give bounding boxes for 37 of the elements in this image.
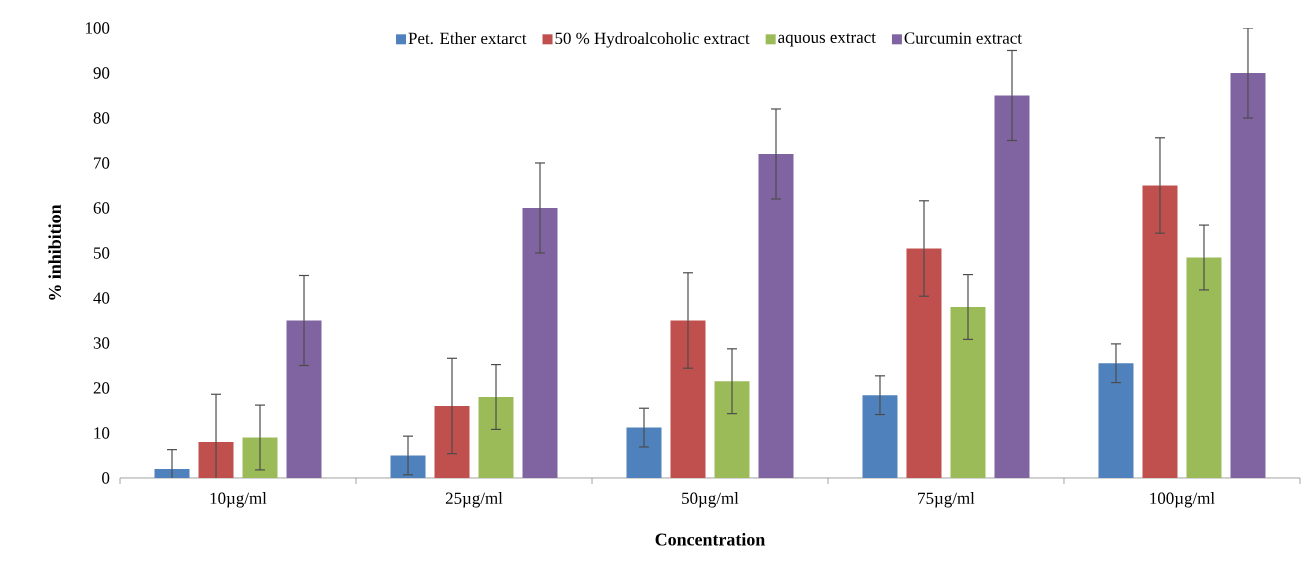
bar	[670, 320, 706, 478]
bar	[1142, 185, 1178, 478]
bar	[478, 396, 514, 478]
legend-label: 50 % Hydroalcoholic extract	[555, 32, 750, 48]
bar	[906, 248, 942, 478]
y-tick-label: 100	[86, 22, 110, 34]
y-tick-label: 50	[93, 247, 110, 259]
y-axis-title: % inhibition	[48, 204, 62, 300]
bar	[862, 395, 898, 478]
x-tick-label: 75µg/ml	[918, 492, 975, 508]
y-tick-label: 30	[93, 337, 110, 349]
y-tick-label: 0	[102, 472, 110, 484]
y-tick-label: 40	[93, 292, 110, 304]
bar	[1230, 72, 1266, 478]
x-tick-label: 100µg/ml	[1150, 492, 1215, 508]
bar	[286, 320, 322, 478]
x-tick-label: 50µg/ml	[682, 492, 739, 508]
bar	[1098, 363, 1134, 478]
bar	[950, 306, 986, 478]
legend-label: aquous extract	[778, 33, 876, 47]
bar	[714, 381, 750, 478]
y-tick-label: 20	[93, 382, 110, 394]
y-tick-label: 90	[93, 67, 110, 79]
legend-label: Pet. Ether extarct	[408, 32, 527, 45]
legend-label: Curcumin extract	[904, 32, 1022, 44]
y-tick-label: 80	[93, 112, 110, 124]
y-tick-label: 10	[94, 427, 110, 439]
bar	[626, 427, 662, 478]
y-tick-label: 60	[93, 202, 110, 214]
x-tick-label: 10µg/ml	[210, 492, 267, 508]
bar	[758, 153, 794, 478]
y-tick-label: 70	[94, 157, 110, 169]
bar	[522, 207, 558, 478]
bar	[1186, 257, 1222, 478]
x-axis-title: Concentration	[655, 532, 766, 546]
bar	[994, 95, 1030, 478]
x-tick-label: 25µg/ml	[445, 492, 503, 508]
